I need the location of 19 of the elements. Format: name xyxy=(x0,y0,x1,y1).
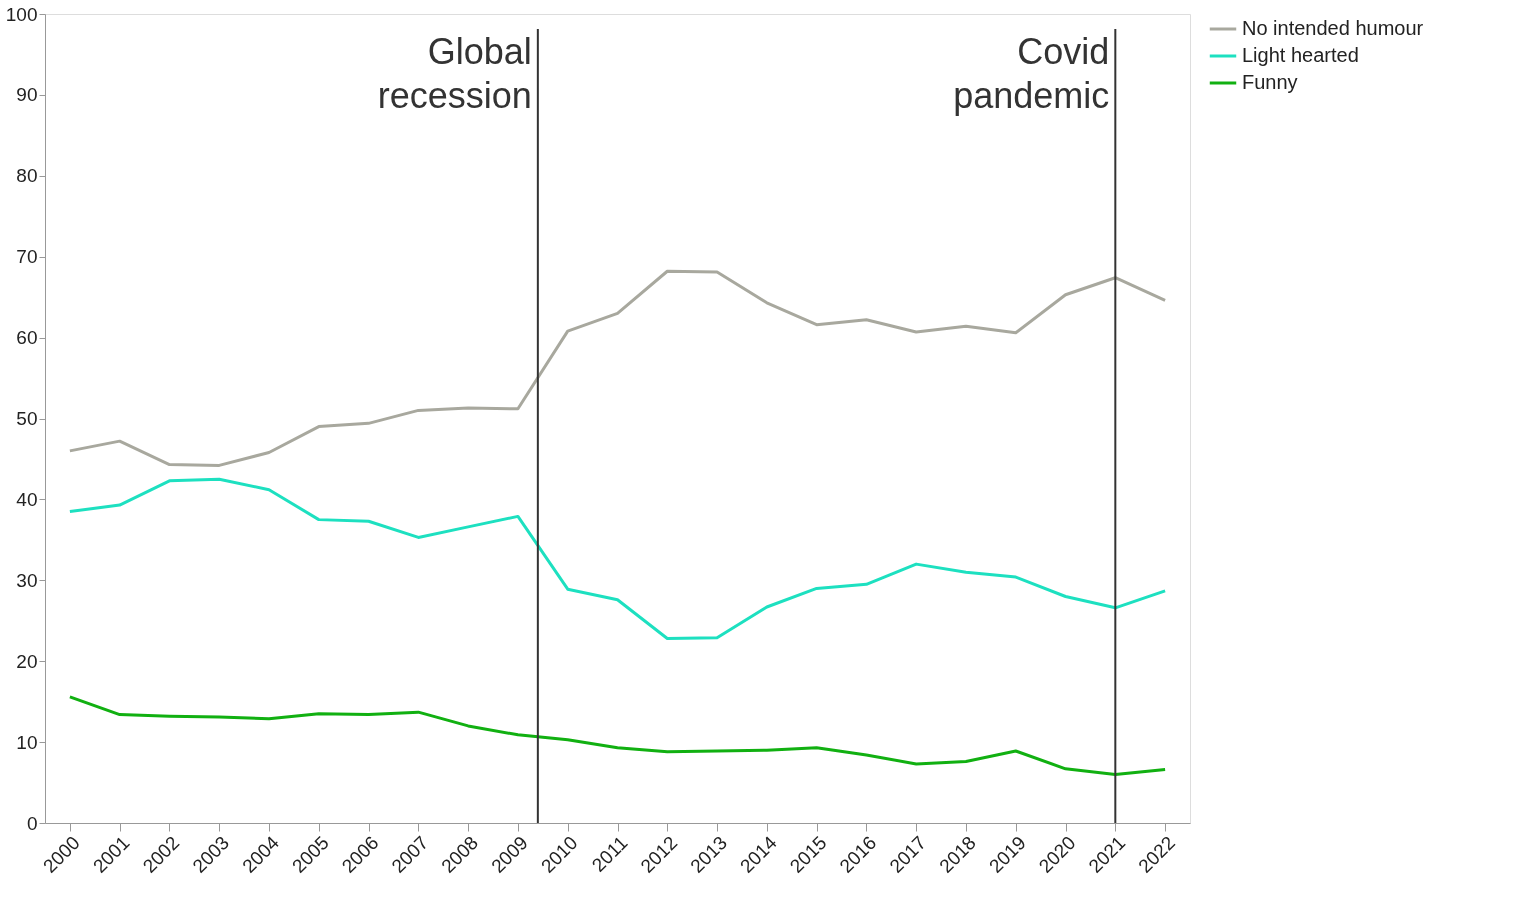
ref-line-label: Covid pandemic xyxy=(953,31,1110,116)
line-series xyxy=(68,269,1167,467)
y-tick-label: 80 xyxy=(16,165,38,187)
y-tick-label: 0 xyxy=(26,812,38,834)
y-tick-label: 60 xyxy=(16,327,38,349)
line-series xyxy=(68,477,1167,641)
y-tick-label: 100 xyxy=(5,3,38,25)
y-tick-label: 30 xyxy=(16,569,38,591)
y-tick-label: 20 xyxy=(16,650,38,672)
legend-label: No intended humour xyxy=(1242,17,1424,39)
y-tick-label: 50 xyxy=(16,408,38,429)
legend-label: Light hearted xyxy=(1242,44,1359,66)
y-tick-label: 70 xyxy=(16,246,38,268)
y-tick-label: 10 xyxy=(16,731,38,753)
y-tick-label: 40 xyxy=(16,488,38,510)
legend-label: Funny xyxy=(1242,71,1298,93)
y-tick-label: 90 xyxy=(16,84,38,106)
ref-line-label: Global recession xyxy=(377,31,532,116)
line-series xyxy=(68,695,1167,776)
